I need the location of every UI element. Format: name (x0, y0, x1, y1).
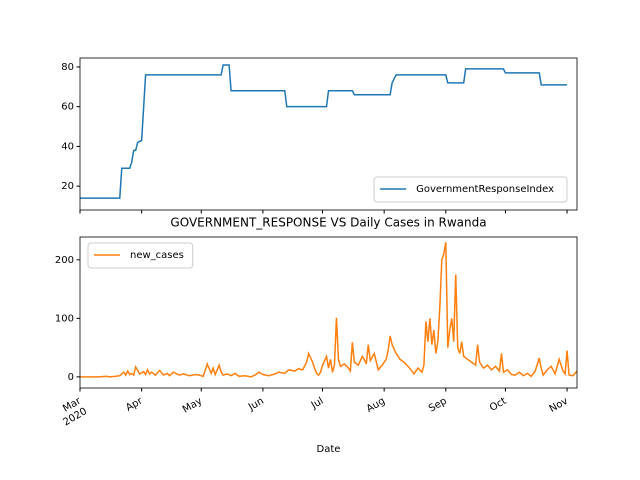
x-axis-label: Date (317, 444, 341, 455)
x-tick-label: Nov (548, 396, 570, 415)
x-tick-label: Oct (488, 396, 509, 414)
y-tick-label: 20 (61, 181, 74, 192)
x-tick-label: May (181, 396, 204, 416)
y-tick-label: 60 (61, 102, 74, 113)
data-line (80, 242, 578, 378)
axes-frame (79, 57, 578, 211)
y-tick-label: 40 (61, 141, 74, 152)
x-tick-label: Mar2020 (55, 395, 89, 428)
x-tick-label: Aug (365, 396, 387, 415)
legend-box (373, 176, 568, 203)
x-tick-label: Apr (124, 395, 145, 414)
legend: new_cases (87, 242, 194, 269)
legend-label: GovernmentResponseIndex (416, 184, 554, 195)
legend-box (87, 242, 194, 269)
x-tick-label: Sep (427, 396, 449, 415)
y-tick-label: 0 (68, 372, 74, 383)
chart-title: GOVERNMENT_RESPONSE VS Daily Cases in Rw… (170, 216, 486, 230)
x-tick-label: Jul (309, 396, 326, 412)
y-tick-label: 80 (61, 62, 74, 73)
legend-label: new_cases (130, 250, 184, 261)
y-tick-label: 100 (55, 313, 74, 324)
axes-frame (79, 236, 578, 389)
y-tick-label: 200 (55, 255, 74, 266)
legend: GovernmentResponseIndex (373, 176, 568, 203)
x-tick-label: Jun (246, 396, 266, 414)
data-line (80, 64, 568, 199)
